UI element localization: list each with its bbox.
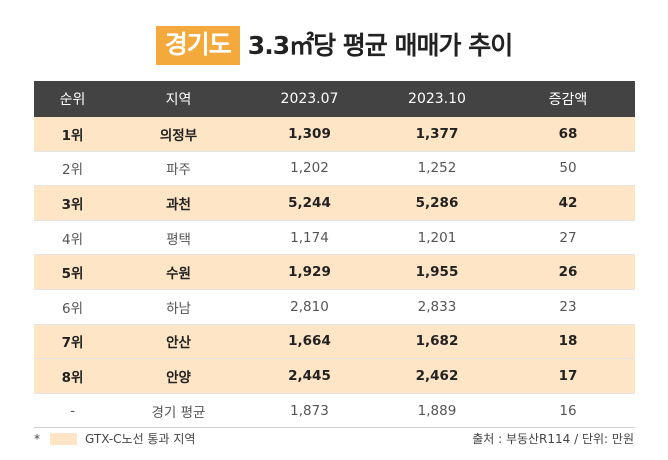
header-change: 증감액	[501, 81, 635, 117]
cell-2023-10: 1,955	[373, 254, 501, 290]
cell-region: 안양	[111, 358, 246, 394]
page-title: 경기도 3.3㎡당 평균 매매가 추이	[0, 26, 668, 65]
cell-rank: 4위	[34, 220, 111, 256]
table-row: 6위 하남 2,810 2,833 23	[34, 289, 635, 325]
header-region: 지역	[111, 81, 246, 117]
cell-2023-07: 1,174	[246, 220, 373, 256]
cell-change: 26	[501, 254, 635, 290]
title-badge: 경기도	[155, 26, 240, 65]
table-row: 2위 파주 1,202 1,252 50	[34, 151, 635, 187]
table-row: 8위 안양 2,445 2,462 17	[34, 358, 635, 394]
cell-rank: 8위	[34, 358, 111, 394]
header-rank: 순위	[34, 81, 111, 117]
table-row: 1위 의정부 1,309 1,377 68	[34, 117, 635, 152]
cell-region: 안산	[111, 324, 246, 360]
cell-change: 17	[501, 358, 635, 394]
cell-change: 23	[501, 289, 635, 325]
cell-rank: 3위	[34, 185, 111, 221]
cell-rank: 7위	[34, 324, 111, 360]
price-table: 순위 지역 2023.07 2023.10 증감액 1위 의정부 1,309 1,37…	[34, 81, 635, 429]
legend-swatch	[50, 432, 77, 445]
cell-2023-10: 1,889	[373, 393, 501, 429]
cell-2023-07: 1,664	[246, 324, 373, 360]
table-row: 3위 과천 5,244 5,286 42	[34, 185, 635, 221]
cell-rank: 1위	[34, 117, 111, 152]
cell-2023-10: 2,462	[373, 358, 501, 394]
table-row: 4위 평택 1,174 1,201 27	[34, 220, 635, 256]
cell-region: 경기 평균	[111, 393, 246, 429]
cell-2023-10: 5,286	[373, 185, 501, 221]
cell-change: 18	[501, 324, 635, 360]
legend-text: GTX-C노선 통과 지역	[85, 432, 196, 446]
cell-region: 하남	[111, 289, 246, 325]
cell-2023-07: 1,202	[246, 151, 373, 187]
cell-rank: 2위	[34, 151, 111, 187]
cell-change: 68	[501, 117, 635, 152]
cell-2023-07: 1,309	[246, 117, 373, 152]
table-row: - 경기 평균 1,873 1,889 16	[34, 393, 635, 429]
cell-region: 파주	[111, 151, 246, 187]
table-header-row: 순위 지역 2023.07 2023.10 증감액	[34, 81, 635, 117]
table-row: 7위 안산 1,664 1,682 18	[34, 324, 635, 360]
cell-change: 50	[501, 151, 635, 187]
legend-mark: *	[34, 431, 40, 446]
cell-2023-07: 2,810	[246, 289, 373, 325]
cell-2023-10: 1,682	[373, 324, 501, 360]
header-2023-10: 2023.10	[373, 81, 501, 117]
cell-2023-07: 1,929	[246, 254, 373, 290]
cell-change: 42	[501, 185, 635, 221]
table-row: 5위 수원 1,929 1,955 26	[34, 254, 635, 290]
cell-region: 의정부	[111, 117, 246, 152]
cell-2023-10: 1,252	[373, 151, 501, 187]
title-text: 3.3㎡당 평균 매매가 추이	[247, 30, 513, 60]
legend: * GTX-C노선 통과 지역	[34, 430, 195, 447]
cell-2023-07: 1,873	[246, 393, 373, 429]
cell-2023-10: 2,833	[373, 289, 501, 325]
cell-region: 평택	[111, 220, 246, 256]
cell-change: 16	[501, 393, 635, 429]
cell-region: 과천	[111, 185, 246, 221]
cell-region: 수원	[111, 254, 246, 290]
header-2023-07: 2023.07	[246, 81, 373, 117]
cell-change: 27	[501, 220, 635, 256]
cell-2023-07: 5,244	[246, 185, 373, 221]
cell-rank: 6위	[34, 289, 111, 325]
cell-2023-07: 2,445	[246, 358, 373, 394]
cell-2023-10: 1,377	[373, 117, 501, 152]
cell-rank: -	[34, 393, 111, 429]
cell-rank: 5위	[34, 254, 111, 290]
cell-2023-10: 1,201	[373, 220, 501, 256]
source-note: 출처 : 부동산R114 / 단위: 만원	[472, 432, 634, 446]
